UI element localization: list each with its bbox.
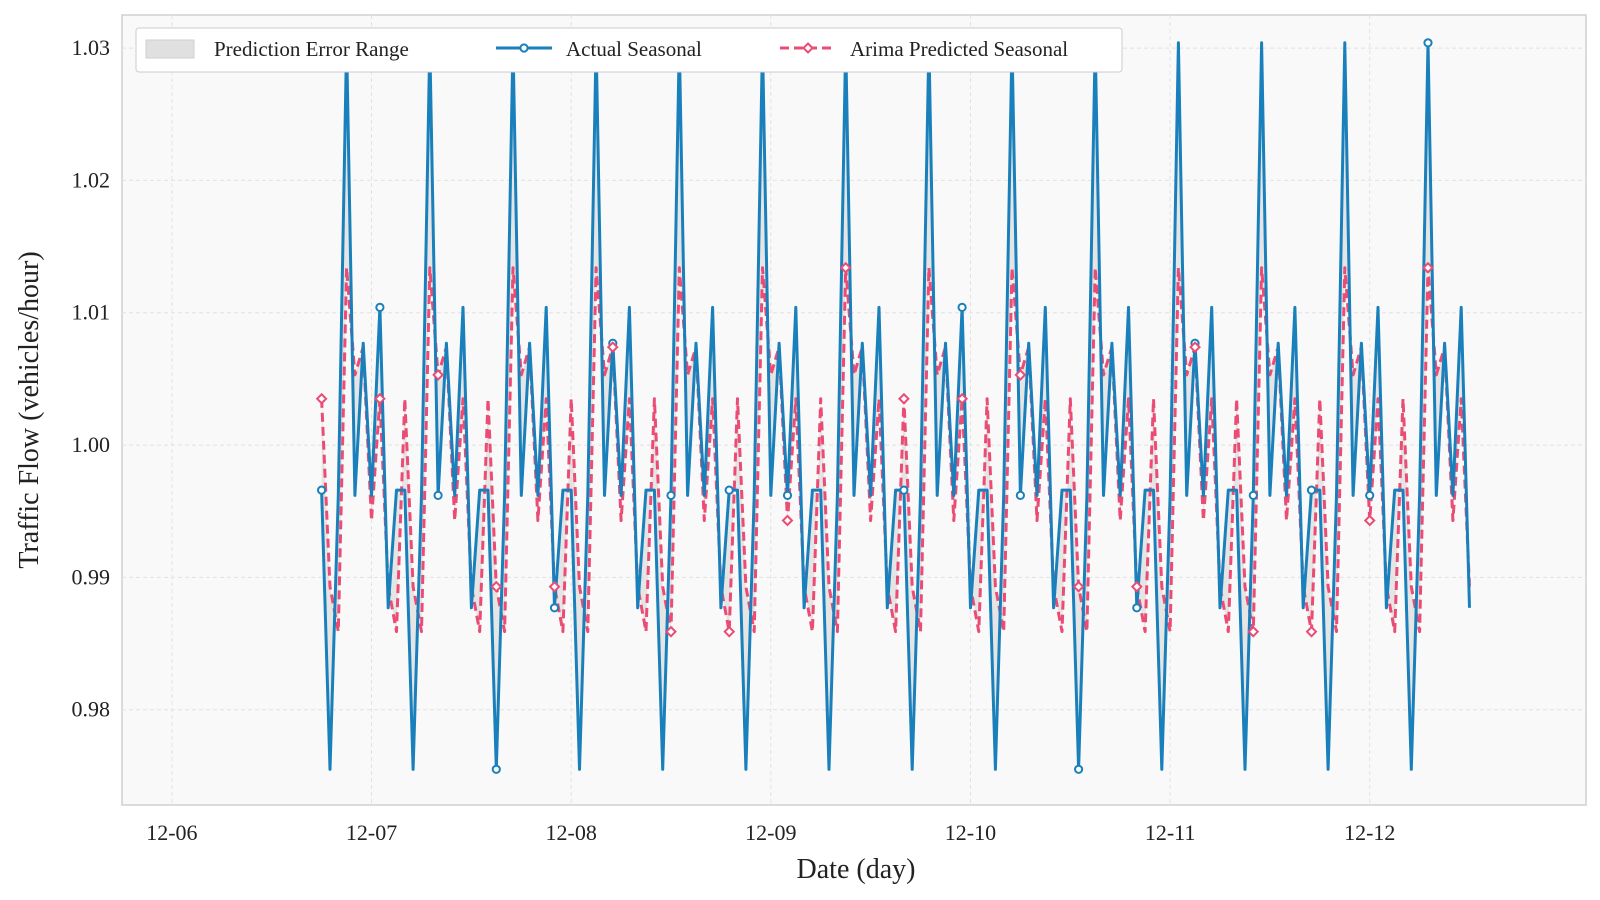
y-axis-ticks: 0.98 0.99 1.00 1.01 1.02 1.03 [72,35,111,722]
y-axis-label: Traffic Flow (vehicles/hour) [14,251,45,568]
x-tick-label: 12-08 [546,820,597,845]
actual-point [1423,38,1433,48]
legend-label-actual: Actual Seasonal [566,37,702,61]
predicted-point [1130,580,1143,593]
actual-point [724,485,734,495]
predicted-point [1247,625,1260,638]
actual-point [1365,490,1375,500]
actual-point [375,302,385,312]
predicted-point [781,514,794,527]
predicted-point [665,625,677,638]
predicted-point [897,392,910,405]
predicted-point [548,580,561,593]
predicted-point [956,392,969,405]
predicted-point [373,392,386,405]
x-tick-label: 12-10 [945,820,996,845]
legend: Prediction Error Range Actual Seasonal A… [135,27,1123,73]
y-tick-label: 1.02 [72,167,111,192]
x-tick-label: 12-09 [745,820,796,845]
legend-label-error-range: Prediction Error Range [214,37,409,61]
y-tick-label: 1.01 [72,300,111,325]
markers-layer [315,38,1434,774]
x-axis-label: Date (day) [797,854,916,885]
y-tick-label: 1.00 [72,432,111,457]
legend-swatch-error-range [145,39,195,59]
x-tick-label: 12-11 [1145,820,1196,845]
predicted-point [606,341,619,354]
predicted-point [432,369,445,381]
predicted-point [1014,369,1027,381]
predicted-point [839,261,852,274]
actual-point [491,764,501,774]
y-tick-label: 0.99 [72,564,111,589]
x-axis-ticks: 12-06 12-07 12-08 12-09 12-10 12-11 12-12 [146,820,1395,845]
predicted-point [723,625,736,638]
predicted-point [1422,261,1434,274]
actual-point [782,490,793,500]
actual-point [549,603,560,613]
predicted-point [1189,341,1201,354]
actual-point [1248,490,1258,500]
legend-marker-actual [519,43,529,53]
x-tick-label: 12-07 [346,820,397,845]
x-tick-label: 12-12 [1344,820,1395,845]
legend-box [135,27,1123,73]
predicted-point [1072,580,1085,593]
y-tick-label: 0.98 [72,697,111,722]
legend-marker-predicted [802,42,814,54]
predicted-point [1305,625,1318,638]
legend-label-predicted: Arima Predicted Seasonal [850,37,1068,61]
y-tick-label: 1.03 [72,35,111,60]
actual-point [1306,485,1317,495]
x-tick-label: 12-06 [146,820,197,845]
predicted-point [315,392,328,405]
actual-point [1074,764,1084,774]
actual-point [433,490,443,500]
actual-point [899,485,909,495]
actual-point [317,485,327,495]
actual-point [666,490,676,500]
predicted-point [1363,514,1376,527]
actual-point [1132,603,1142,613]
actual-point [957,302,967,312]
actual-point [1015,490,1026,500]
predicted-point [490,580,503,593]
